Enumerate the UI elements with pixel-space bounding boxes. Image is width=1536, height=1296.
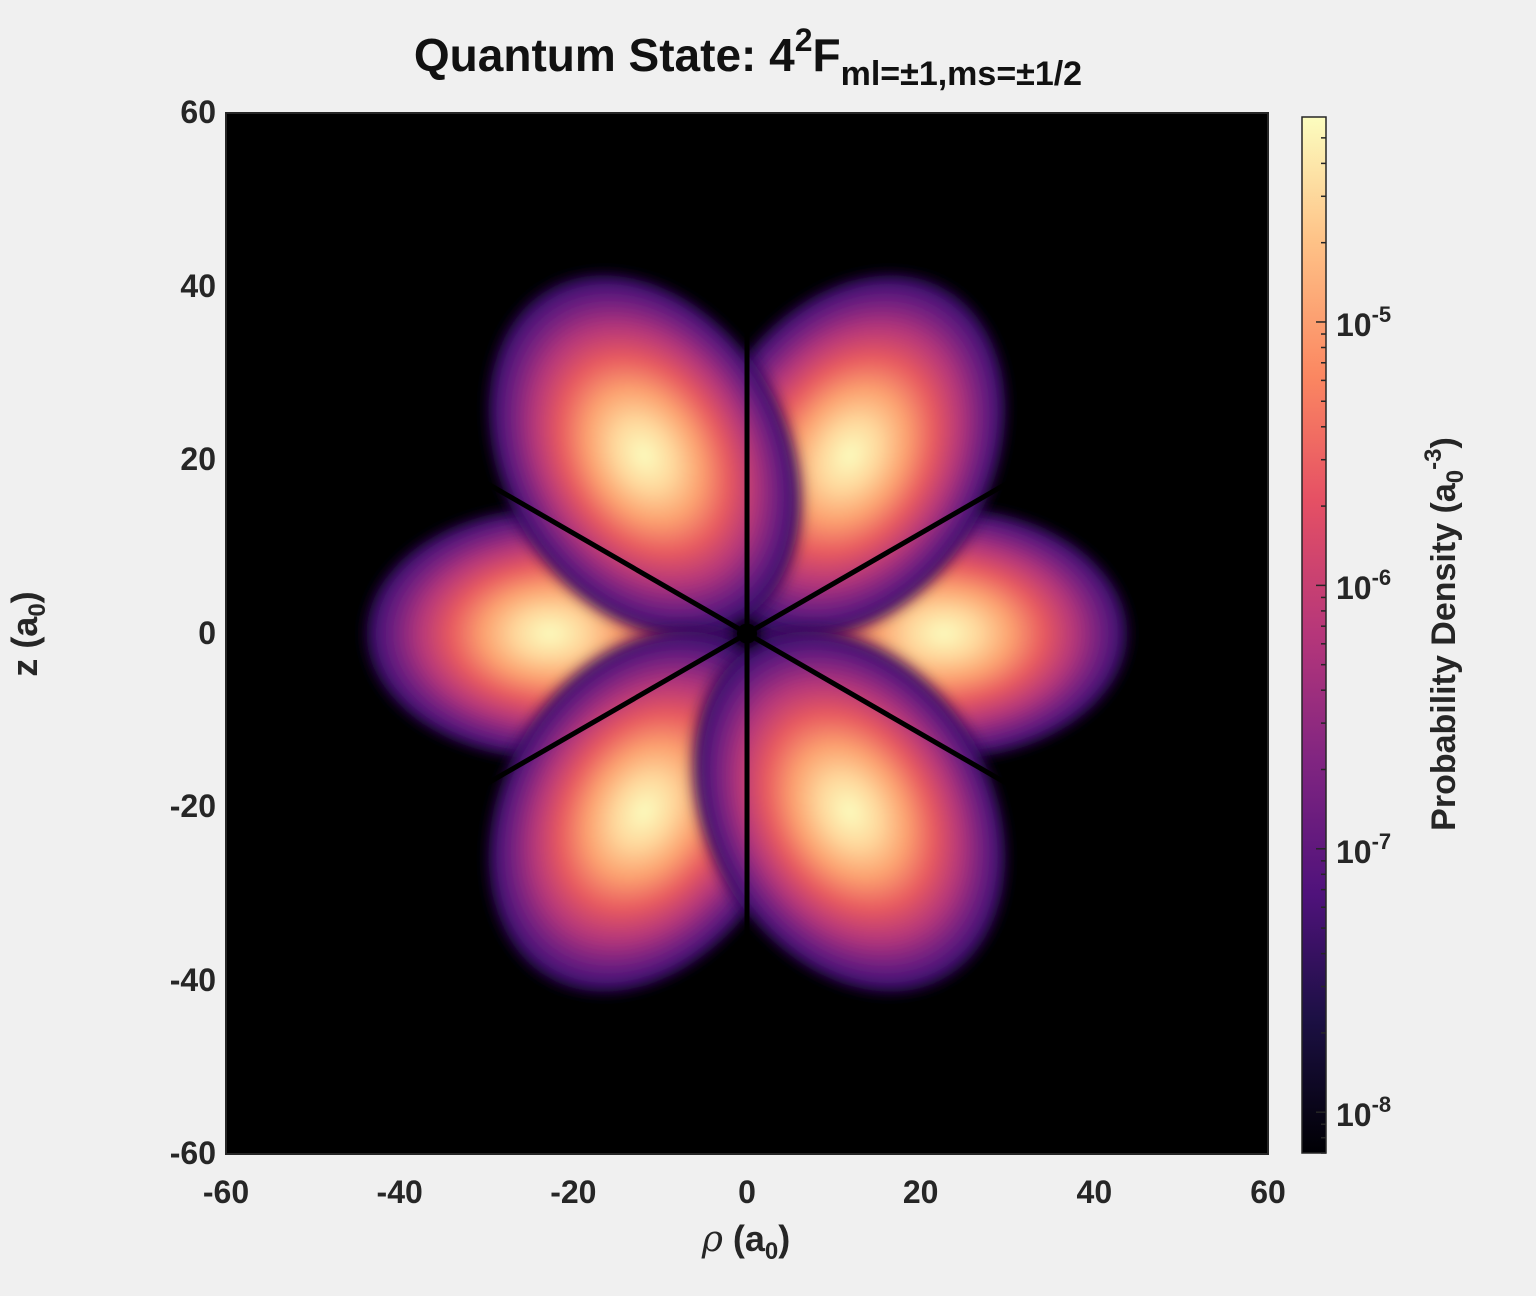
colorbar-tick-label: 10-8: [1336, 1092, 1392, 1134]
x-axis-label: ρ (a0): [701, 1218, 791, 1265]
x-tick-label: -60: [202, 1174, 250, 1210]
y-tick-label: 20: [180, 441, 216, 477]
density-lobes: [226, 113, 1268, 1154]
x-tick-label: 0: [738, 1174, 756, 1210]
density-lobe-4: [481, 267, 807, 644]
x-tick-label: 20: [902, 1174, 939, 1210]
colorbar-tick-label: 10-5: [1336, 301, 1392, 343]
y-tick-label: 60: [180, 94, 216, 130]
y-axis-label: z (a0): [4, 591, 51, 677]
x-tick-label: 40: [1076, 1174, 1113, 1210]
x-tick-label: -20: [550, 1174, 597, 1210]
x-tick-label: 60: [1250, 1174, 1286, 1210]
y-tick-label: -40: [169, 961, 216, 998]
x-tick-label: -40: [376, 1174, 423, 1210]
y-tick-label: -60: [169, 1135, 216, 1171]
colorbar: [1301, 116, 1327, 1154]
y-tick-label: -20: [169, 788, 216, 824]
y-tick-label: 40: [180, 267, 216, 304]
y-tick-label: 0: [198, 614, 216, 651]
colorbar-tick-label: 10-7: [1336, 828, 1392, 870]
nucleus-node: [737, 623, 757, 644]
colorbar-label: Probability Density (a0-3): [1420, 437, 1469, 831]
plot-border: [225, 112, 1269, 1155]
colorbar-tick-marks: [1316, 137, 1326, 1154]
density-lobe-6: [687, 623, 1013, 1000]
chart-title: Quantum State: 42Fml=±1,ms=±1/2: [413, 22, 1083, 93]
colorbar-tick-label: 10-6: [1336, 565, 1392, 607]
